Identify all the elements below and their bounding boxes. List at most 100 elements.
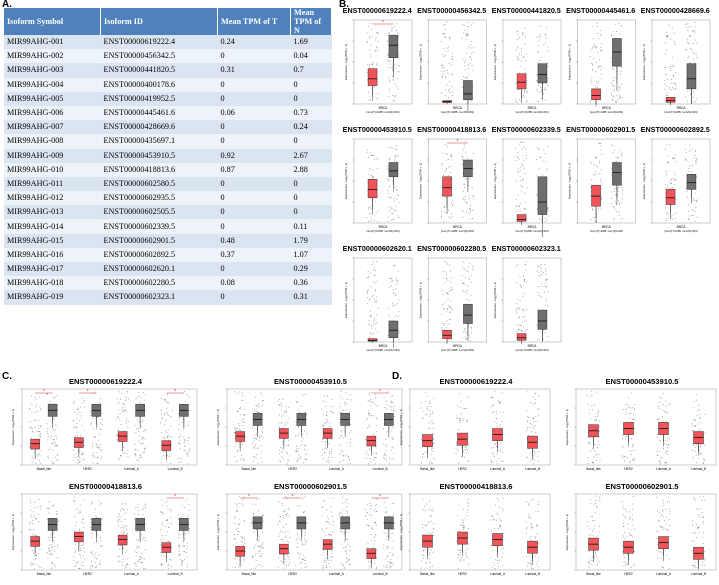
jitter-point xyxy=(96,447,98,449)
jitter-point xyxy=(390,449,392,451)
jitter-point xyxy=(461,447,463,449)
jitter-point xyxy=(84,551,86,553)
jitter-point xyxy=(116,415,119,417)
jitter-point xyxy=(665,516,667,518)
jitter-point xyxy=(302,433,304,435)
jitter-point xyxy=(39,462,41,464)
jitter-point xyxy=(539,330,541,332)
jitter-point xyxy=(698,409,700,411)
jitter-point xyxy=(696,200,698,202)
jitter-point xyxy=(262,520,264,522)
jitter-point xyxy=(459,548,461,550)
jitter-point xyxy=(98,448,100,450)
jitter-point xyxy=(31,457,33,459)
jitter-point xyxy=(142,509,144,511)
jitter-point xyxy=(633,563,635,565)
jitter-point xyxy=(295,539,297,541)
jitter-point xyxy=(628,405,630,407)
jitter-point xyxy=(527,428,529,430)
jitter-point xyxy=(465,211,467,214)
jitter-point xyxy=(241,503,243,505)
jitter-point xyxy=(537,291,539,293)
jitter-point xyxy=(369,212,371,215)
jitter-point xyxy=(594,443,596,446)
jitter-point xyxy=(306,453,308,455)
significance-star: * xyxy=(174,494,176,500)
table-cell: MIR99AHG-009 xyxy=(4,148,101,163)
jitter-point xyxy=(303,445,305,447)
jitter-point xyxy=(470,294,472,296)
jitter-point xyxy=(239,429,242,431)
jitter-point xyxy=(629,461,632,463)
jitter-point xyxy=(618,22,620,25)
jitter-point xyxy=(241,499,244,501)
jitter-point xyxy=(591,405,593,407)
jitter-point xyxy=(119,398,122,400)
jitter-point xyxy=(634,418,636,421)
jitter-point xyxy=(262,515,264,517)
jitter-point xyxy=(304,448,306,450)
jitter-point xyxy=(592,46,594,48)
jitter-point xyxy=(521,60,523,62)
jitter-point xyxy=(164,438,166,440)
tumor-box xyxy=(367,338,378,342)
x-tick-label: Luminal_A xyxy=(490,572,506,576)
chart-title: ENST00000602901.5 xyxy=(566,125,635,134)
jitter-point xyxy=(392,68,394,70)
jitter-point xyxy=(301,542,303,544)
jitter-point xyxy=(350,423,352,425)
jitter-point xyxy=(326,565,328,567)
jitter-point xyxy=(166,436,168,438)
x-axis-note: (num(T)=1085; num(N)=291) xyxy=(515,229,548,233)
jitter-point xyxy=(122,406,124,408)
panel-label-b: B. xyxy=(339,0,349,10)
jitter-point xyxy=(331,511,333,513)
jitter-point xyxy=(599,460,601,462)
jitter-point xyxy=(95,456,97,458)
jitter-point xyxy=(517,47,519,49)
jitter-point xyxy=(74,496,76,498)
jitter-point xyxy=(257,426,259,428)
y-axis-label: Expression - log₂(TPM + 1) xyxy=(419,44,423,80)
jitter-point xyxy=(384,458,386,460)
x-tick-label: HER2 xyxy=(458,467,467,471)
x-tick-label: Luminal_A xyxy=(329,467,345,471)
jitter-point xyxy=(459,420,461,422)
jitter-point xyxy=(541,274,543,276)
jitter-point xyxy=(167,541,169,543)
jitter-point xyxy=(532,556,534,558)
jitter-point xyxy=(519,176,521,178)
jitter-point xyxy=(666,501,668,503)
jitter-point xyxy=(392,183,395,185)
jitter-point xyxy=(686,48,688,51)
jitter-point xyxy=(236,428,239,430)
jitter-point xyxy=(392,553,394,555)
jitter-point xyxy=(160,409,162,411)
jitter-point xyxy=(470,24,472,26)
jitter-point xyxy=(690,193,693,195)
jitter-point xyxy=(374,215,376,217)
jitter-point xyxy=(600,180,602,182)
jitter-point xyxy=(516,303,518,305)
jitter-point xyxy=(365,419,367,421)
jitter-point xyxy=(536,524,538,526)
jitter-point xyxy=(260,445,262,447)
jitter-point xyxy=(597,66,599,68)
jitter-point xyxy=(385,566,387,569)
jitter-point xyxy=(525,36,527,38)
jitter-point xyxy=(467,48,469,50)
jitter-point xyxy=(189,450,191,452)
jitter-point xyxy=(165,525,167,527)
jitter-point xyxy=(251,517,253,519)
normal-box xyxy=(686,174,697,190)
jitter-point xyxy=(57,454,59,456)
jitter-point xyxy=(455,415,457,417)
jitter-point xyxy=(343,564,345,566)
jitter-point xyxy=(177,413,179,415)
jitter-point xyxy=(393,265,395,267)
jitter-point xyxy=(587,457,589,459)
jitter-point xyxy=(633,428,635,430)
jitter-point xyxy=(685,49,687,51)
jitter-point xyxy=(47,547,49,549)
jitter-point xyxy=(277,400,279,402)
